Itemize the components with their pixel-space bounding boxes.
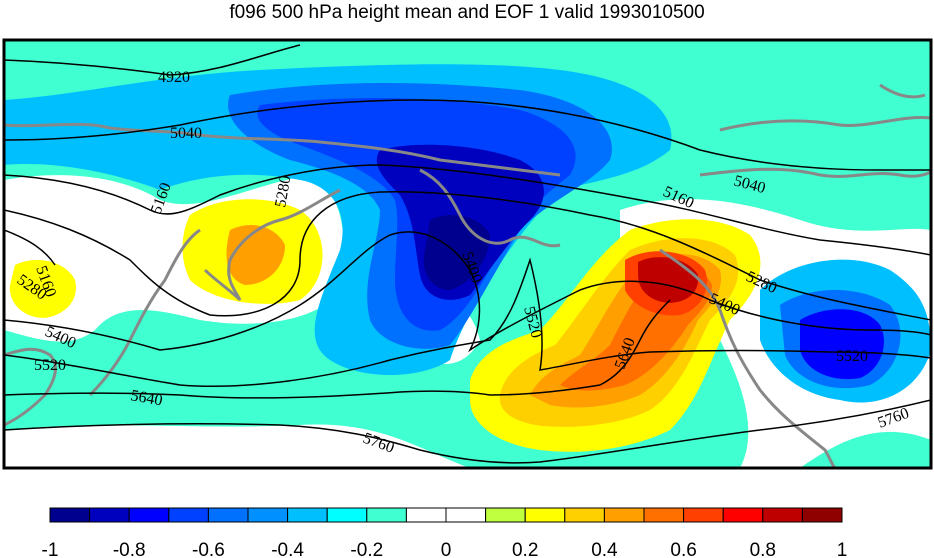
map-frame [2, 38, 933, 470]
coast-north [4, 122, 561, 177]
colorbar-swatch [445, 507, 487, 523]
colorbar-swatch [89, 507, 130, 523]
colorbar-tick-label: 1 [837, 540, 848, 558]
colorbar-tick-labels: -1 -0.8 -0.6 -0.4 -0.2 0 0.2 0.4 0.6 0.8 1 [42, 540, 848, 558]
colorbar-swatch [405, 507, 447, 523]
colorbar-swatch [722, 507, 764, 523]
shade-pos-w2 [226, 225, 285, 285]
colorbar-swatch [326, 507, 368, 523]
colorbar-tick-label: 0 [441, 540, 452, 558]
coast-asia [203, 188, 341, 302]
colorbar-tick-label: -0.6 [192, 540, 225, 558]
colorbar-swatch [801, 507, 843, 523]
contour-label-5520-a: 5520 [34, 357, 66, 374]
colorbar-swatch [128, 507, 170, 523]
colorbar-swatch [485, 507, 526, 523]
chart-title: f096 500 hPa height mean and EOF 1 valid… [229, 2, 705, 23]
coast-canada [699, 167, 931, 178]
colorbar [49, 507, 843, 523]
colorbar-tick-label: 0.6 [670, 540, 696, 558]
colorbar-tick-label: -0.2 [350, 540, 383, 558]
contour-label-5280-a: 5280 [272, 174, 294, 208]
coast-na-west [659, 248, 837, 468]
colorbar-tick-label: -0.8 [113, 540, 146, 558]
shade-pos-w3 [9, 260, 76, 318]
coast-greenland [879, 83, 926, 99]
colorbar-swatch [603, 507, 645, 523]
colorbar-tick-label: 0.4 [591, 540, 618, 558]
contour-label-5640-a: 5640 [129, 387, 163, 409]
colorbar-swatch [247, 507, 289, 523]
colorbar-swatch [49, 507, 91, 523]
contour-5520 [4, 257, 931, 387]
contour-5040-a [4, 99, 931, 171]
contour-5640 [4, 299, 671, 399]
colorbar-tick-label: 0.8 [750, 540, 776, 558]
colorbar-swatch [366, 507, 407, 523]
colorbar-swatch [762, 507, 803, 523]
shade-white-2 [4, 424, 470, 468]
shade-pos-e6 [638, 257, 699, 303]
colorbar-swatch [564, 507, 605, 523]
eof-shading [4, 40, 931, 468]
colorbar-swatch [643, 507, 685, 523]
coast-arctic [719, 116, 931, 132]
contour-5280 [4, 191, 931, 321]
coast-japan [4, 347, 57, 427]
contour-5760 [4, 399, 931, 464]
colorbar-tick-label: -0.4 [271, 540, 304, 558]
coastlines [4, 83, 931, 468]
colorbar-swatch [524, 507, 566, 523]
contour-5400 [4, 231, 931, 353]
colorbar-swatch [683, 507, 724, 523]
colorbar-tick-label: 0.2 [512, 540, 538, 558]
contour-label-4920: 4920 [158, 69, 190, 86]
colorbar-swatch [207, 507, 249, 523]
height-contours [4, 44, 931, 464]
coast-kamchatka [88, 228, 201, 397]
contour-label-5520-c: 5520 [836, 348, 868, 365]
colorbar-tick-label: -1 [42, 540, 59, 558]
coast-alaska [419, 168, 561, 248]
contour-4920 [4, 44, 301, 76]
colorbar-swatch [287, 507, 328, 523]
colorbar-swatch [168, 507, 209, 523]
contour-5160-west [4, 229, 56, 266]
contour-label-5040-a: 5040 [170, 125, 202, 142]
contour-5160 [4, 164, 931, 256]
